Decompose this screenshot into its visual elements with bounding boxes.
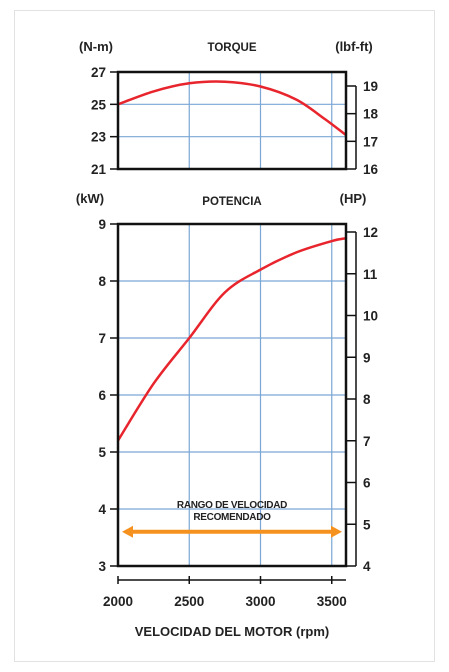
y-tick-label-right: 10 bbox=[363, 309, 378, 324]
y-tick-label-left: 4 bbox=[98, 502, 106, 517]
y-tick-label-right: 16 bbox=[363, 162, 379, 177]
y-tick-label-left: 3 bbox=[98, 559, 106, 574]
recommended-range-label-line2: RECOMENDADO bbox=[193, 512, 271, 523]
y-tick-label-left: 21 bbox=[91, 162, 107, 177]
torque-left-unit: (N-m) bbox=[79, 39, 113, 54]
y-tick-label-right: 19 bbox=[363, 79, 378, 94]
y-tick-label-left: 8 bbox=[98, 274, 106, 289]
power-left-unit: (kW) bbox=[76, 191, 104, 206]
y-tick-label-right: 8 bbox=[363, 392, 371, 407]
x-axis-label: VELOCIDAD DEL MOTOR (rpm) bbox=[135, 624, 330, 639]
y-tick-label-right: 7 bbox=[363, 434, 371, 449]
recommended-range-arrow bbox=[122, 525, 342, 538]
y-tick-label-right: 4 bbox=[363, 559, 371, 574]
x-tick-label: 2500 bbox=[174, 594, 204, 609]
recommended-range-label-line1: RANGO DE VELOCIDAD bbox=[177, 500, 287, 511]
x-tick-label: 3000 bbox=[245, 594, 275, 609]
x-tick-label: 3500 bbox=[317, 594, 347, 609]
chart-frame bbox=[14, 10, 435, 662]
torque-series-line bbox=[117, 80, 347, 137]
y-tick-label-right: 12 bbox=[363, 225, 378, 240]
y-tick-label-left: 23 bbox=[91, 130, 107, 145]
x-tick-label: 2000 bbox=[103, 594, 133, 609]
y-tick-label-right: 18 bbox=[363, 107, 379, 122]
power-plot-border bbox=[116, 222, 348, 568]
y-tick-label-left: 7 bbox=[98, 331, 106, 346]
range-arrow-head-left bbox=[122, 525, 133, 538]
y-tick-label-right: 6 bbox=[363, 476, 371, 491]
y-tick-label-left: 27 bbox=[91, 65, 106, 80]
y-tick-label-left: 5 bbox=[98, 445, 106, 460]
torque-right-unit: (lbf-ft) bbox=[335, 39, 373, 54]
torque-plot-border bbox=[116, 70, 348, 171]
power-right-unit: (HP) bbox=[340, 191, 367, 206]
y-tick-label-right: 9 bbox=[363, 350, 371, 365]
y-tick-label-left: 9 bbox=[98, 217, 106, 232]
y-tick-label-right: 17 bbox=[363, 134, 378, 149]
power-title: POTENCIA bbox=[202, 196, 261, 208]
y-tick-label-left: 25 bbox=[91, 97, 107, 112]
power-series-line bbox=[116, 237, 347, 442]
y-tick-label-right: 5 bbox=[363, 517, 371, 532]
y-tick-label-right: 11 bbox=[363, 267, 378, 282]
y-tick-label-left: 6 bbox=[98, 388, 106, 403]
range-arrow-head-right bbox=[331, 525, 342, 538]
torque-title: TORQUE bbox=[208, 42, 257, 54]
